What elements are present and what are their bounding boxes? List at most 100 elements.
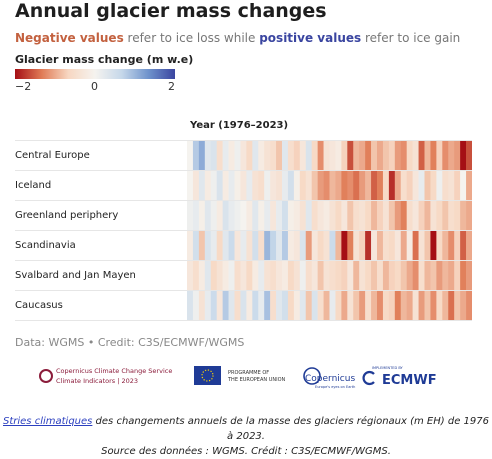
heatmap-cell — [359, 291, 366, 320]
heatmap-cell — [412, 291, 419, 320]
heatmap-cell — [454, 231, 461, 260]
heatmap-cell — [204, 291, 212, 320]
row-divider — [15, 320, 472, 321]
heatmap-cell — [442, 291, 449, 320]
heatmap-cell — [228, 201, 235, 230]
heatmap-cell — [192, 141, 200, 170]
heatmap-cell — [228, 231, 235, 260]
legend-tick-min: −2 — [15, 80, 32, 93]
heatmap-cell — [418, 291, 425, 320]
heatmap-cell — [204, 231, 212, 260]
heatmap-cell — [418, 171, 425, 200]
heatmap-cell — [216, 291, 223, 320]
heatmap-cell — [377, 141, 384, 170]
heatmap-cell — [246, 171, 253, 200]
heatmap-cell — [282, 231, 289, 260]
subtitle-end: refer to ice gain — [361, 31, 461, 45]
heatmap-cell — [287, 171, 295, 200]
heatmap-cell — [187, 201, 194, 230]
heatmap-cell — [347, 171, 354, 200]
heatmap-cell — [454, 171, 461, 200]
heatmap-cell — [329, 231, 336, 260]
heatmap-cell — [353, 171, 360, 200]
heatmap-cell — [442, 171, 449, 200]
heatmap-cell — [335, 291, 342, 320]
legend-color-bar — [15, 69, 175, 79]
heatmap-cell — [466, 231, 472, 260]
heatmap-cell — [341, 231, 348, 260]
heatmap-cell — [335, 141, 342, 170]
heatmap-cell — [424, 291, 431, 320]
heatmap-cell — [430, 291, 437, 320]
heatmap-cell — [412, 261, 419, 290]
heatmap-cell — [258, 141, 265, 170]
heatmap-cell — [454, 261, 461, 290]
heatmap-cell — [252, 171, 259, 200]
heatmap-cell — [442, 201, 449, 230]
heatmap-cell — [198, 261, 206, 290]
heatmap-cell — [400, 231, 407, 260]
heatmap-cell — [204, 171, 212, 200]
heatmap-cell — [258, 231, 265, 260]
heatmap-cell — [264, 261, 271, 290]
heatmap-cell — [365, 231, 372, 260]
heatmap-cell — [448, 291, 455, 320]
heatmap-cell — [388, 201, 396, 230]
heatmap-cell — [406, 201, 413, 230]
heatmap-cell — [210, 261, 217, 290]
heatmap-cell — [365, 291, 372, 320]
heatmap-cell — [448, 171, 455, 200]
heatmap-cell — [323, 261, 330, 290]
heatmap-cell — [323, 291, 330, 320]
heatmap-cell — [276, 141, 283, 170]
heatmap-cell — [299, 291, 307, 320]
heatmap-cell — [430, 141, 437, 170]
heatmap-cell — [276, 231, 283, 260]
heatmap-cell — [293, 291, 301, 320]
heatmap-cell — [187, 231, 194, 260]
heatmap-cell — [412, 141, 419, 170]
heatmap-cell — [252, 141, 259, 170]
heatmap-cell — [222, 261, 229, 290]
heatmap-cell — [436, 201, 443, 230]
heatmap-cell — [222, 291, 229, 320]
heatmap-cell — [187, 261, 194, 290]
heatmap-cell — [305, 171, 312, 200]
row-label-svalbard: Svalbard and Jan Mayen — [15, 270, 136, 281]
heatmap-cell — [388, 141, 396, 170]
heatmap-cell — [400, 141, 407, 170]
heatmap-cell — [448, 231, 455, 260]
heatmap-cell — [264, 171, 271, 200]
heatmap-cell — [228, 141, 235, 170]
heatmap-cell — [388, 291, 396, 320]
copernicus-logo: Copernicus Europe's eyes on Earth — [303, 367, 355, 389]
heatmap-cell — [347, 201, 354, 230]
heatmap-cell — [246, 291, 253, 320]
heatmap-cell — [377, 261, 384, 290]
heatmap-cell — [270, 291, 277, 320]
heatmap-cell — [198, 171, 206, 200]
heatmap-cell — [240, 141, 247, 170]
heatmap-cell — [460, 201, 467, 230]
heatmap-cell — [377, 231, 384, 260]
heatmap-cell — [359, 201, 366, 230]
subtitle-middle: refer to ice loss while — [123, 31, 260, 45]
c3s-logo: Copernicus Climate Change Service Climat… — [39, 367, 172, 385]
heatmap-cell — [377, 171, 384, 200]
heatmap-cell — [210, 231, 217, 260]
heatmap-cell — [252, 291, 259, 320]
heatmap-cell — [293, 231, 301, 260]
heatmap-cell — [412, 201, 419, 230]
row-label-greenland-periphery: Greenland periphery — [15, 210, 119, 221]
heatmap-cell — [335, 231, 342, 260]
heatmap-cell — [216, 231, 223, 260]
heatmap-cell — [276, 171, 283, 200]
climate-stripes-link[interactable]: Stries climatiques — [3, 416, 93, 427]
heatmap-cell — [192, 231, 200, 260]
heatmap-cell — [418, 231, 425, 260]
heatmap-cell — [311, 171, 318, 200]
heatmap-cell — [282, 171, 289, 200]
heatmap-cell — [406, 171, 413, 200]
heatmap-cell — [228, 171, 235, 200]
heatmap-cell — [187, 291, 194, 320]
